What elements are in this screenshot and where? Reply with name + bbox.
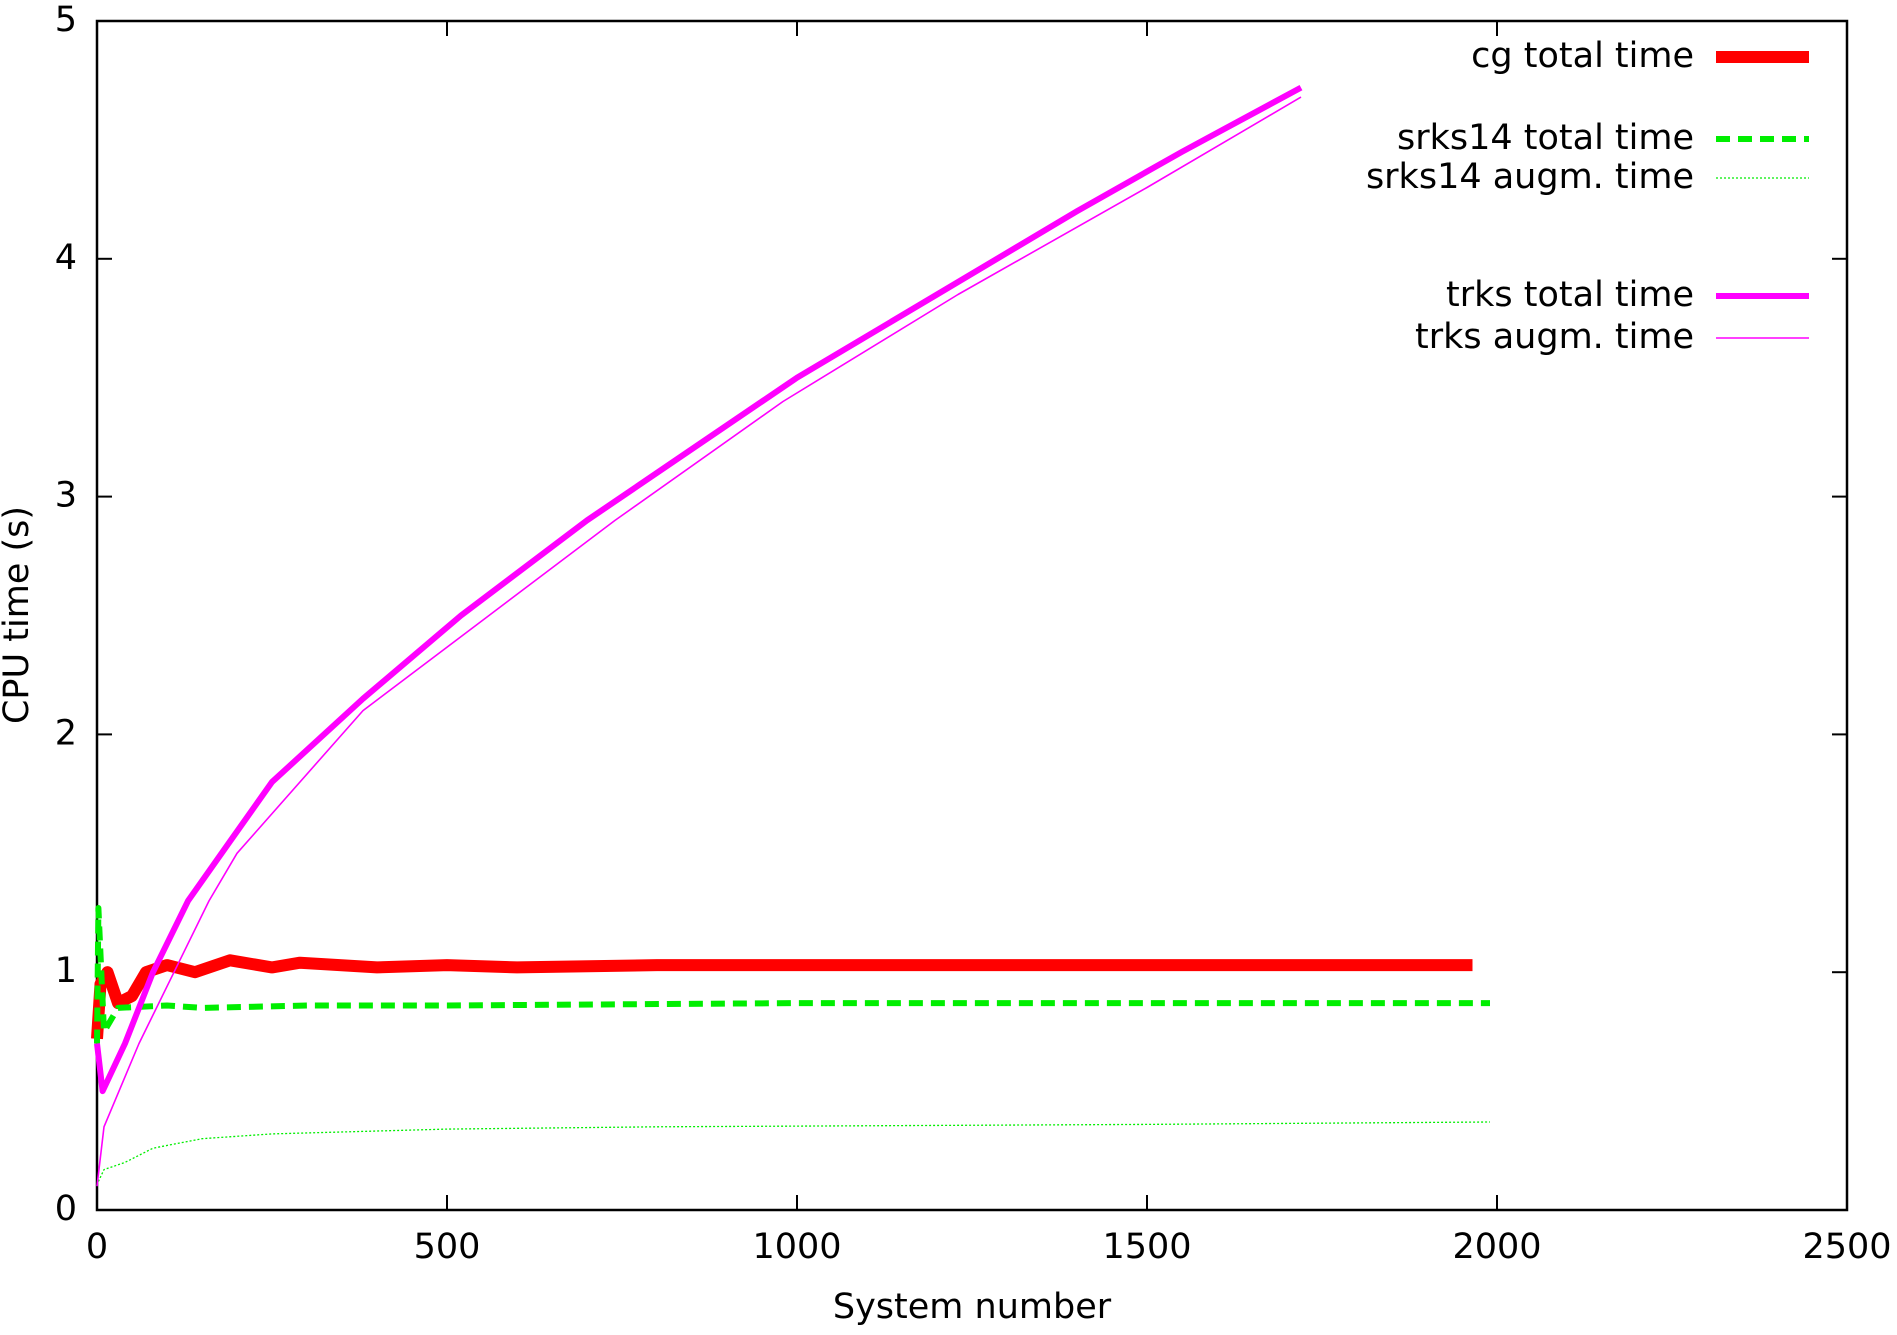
legend-label: srks14 total time: [1397, 118, 1694, 158]
x-tick-label: 500: [414, 1227, 481, 1267]
y-tick-label: 5: [55, 0, 77, 40]
series-line: [94, 84, 1303, 1095]
series-line: [91, 954, 1473, 1040]
y-tick-label: 2: [55, 713, 77, 753]
series-line: [94, 905, 1490, 1044]
x-axis-label: System number: [833, 1287, 1112, 1327]
y-tick-label: 3: [55, 476, 77, 516]
y-tick-label: 0: [55, 1189, 77, 1229]
y-tick-label: 1: [55, 951, 77, 991]
series-line: [97, 1121, 1491, 1182]
legend-label: trks total time: [1446, 275, 1694, 315]
series-line: [96, 96, 1302, 1187]
plot-frame: [95, 19, 1849, 1212]
x-tick-label: 2500: [1802, 1227, 1891, 1267]
y-axis-label: CPU time (s): [0, 506, 37, 724]
legend-label: trks augm. time: [1415, 317, 1694, 357]
x-tick-label: 1000: [752, 1227, 841, 1267]
y-tick-label: 4: [55, 238, 77, 278]
x-tick-label: 1500: [1102, 1227, 1191, 1267]
legend-label: cg total time: [1471, 36, 1694, 76]
x-tick-label: 2000: [1452, 1227, 1541, 1267]
x-tick-label: 0: [86, 1227, 108, 1267]
legend-label: srks14 augm. time: [1366, 157, 1694, 197]
